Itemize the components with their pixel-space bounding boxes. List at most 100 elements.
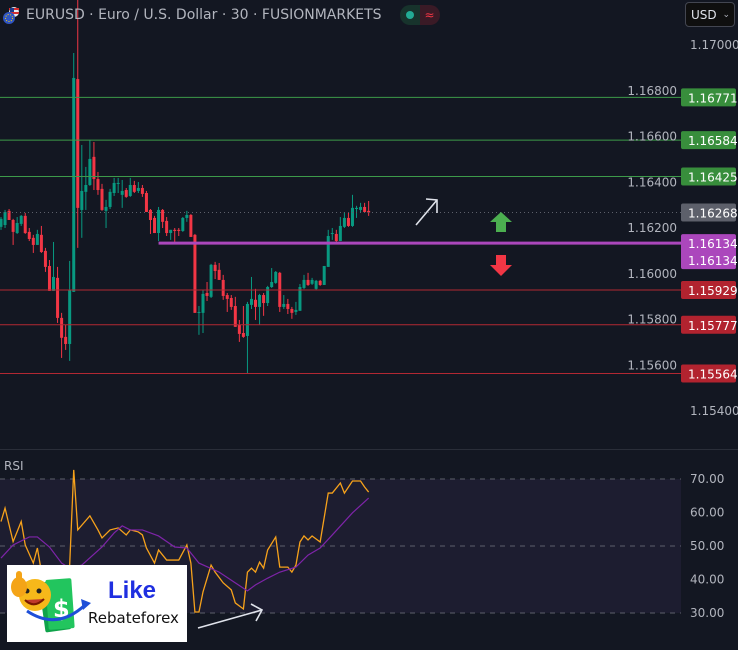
candle-down (47, 265, 51, 291)
resistance-price-tag (681, 131, 736, 150)
candle-down (213, 264, 217, 272)
resistance-price-tag (681, 88, 736, 107)
candle-down (92, 156, 96, 180)
candle-down (254, 299, 258, 307)
candle-up (80, 190, 84, 210)
data-status[interactable]: ≈ (419, 5, 440, 25)
candle-up (116, 182, 120, 184)
candle-down (367, 210, 371, 213)
candle-up (72, 77, 76, 292)
price-tick-label: 1.16200 (627, 221, 677, 235)
candle-down (140, 187, 144, 194)
candle-down (23, 215, 27, 234)
logo-like-text: Like (108, 577, 157, 604)
candle-down (177, 229, 181, 231)
eu-us-flag-icon (2, 6, 20, 24)
support-price-tag-label: 1.15564 (688, 367, 738, 381)
candle-down (221, 279, 225, 296)
rsi-tick-label: 40.00 (690, 573, 724, 587)
candle-up (266, 287, 270, 304)
price-axis[interactable]: 1.17000 1.16800 1.16600 1.16400 1.16200 1.160… (627, 38, 738, 620)
symbol-title[interactable]: EURUSD · Euro / U.S. Dollar · 30 · FUSIO… (26, 7, 382, 23)
status-pills[interactable]: ≈ (399, 5, 440, 25)
price-tick-label: 1.16800 (627, 84, 677, 98)
candle-up (136, 187, 140, 191)
support-price-tag (681, 315, 736, 334)
chevron-down-icon: ⌄ (722, 9, 730, 20)
candle-up (298, 287, 302, 311)
candle-down (161, 209, 165, 222)
candle-down (27, 231, 31, 239)
annotation-arrow-up-right-icon (415, 198, 438, 226)
candle-down (229, 297, 233, 307)
currency-value: USD (691, 7, 717, 22)
candle-down (241, 332, 245, 337)
candles (0, 0, 371, 374)
candle-down (7, 210, 11, 220)
support-price-tag (681, 280, 736, 299)
resistance-price-tag (681, 167, 736, 186)
last-price-tag-label: 1.16268 (688, 206, 738, 220)
price-tick-label: 1.15600 (627, 358, 677, 372)
candle-up (104, 206, 108, 211)
candle-down (290, 308, 294, 313)
candle-up (326, 236, 330, 267)
candle-down (173, 229, 177, 231)
candle-up (310, 279, 314, 284)
candle-down (60, 317, 64, 338)
candle-down (346, 217, 350, 226)
resistance-price-tag-label: 1.16771 (688, 91, 738, 105)
pivot-price-tag-label-2: 1.16134 (688, 254, 738, 268)
candle-down (31, 237, 35, 245)
rsi-tick-label: 70.00 (690, 472, 724, 486)
candle-up (294, 309, 298, 312)
candle-up (112, 182, 116, 194)
pivot-price-tag-label: 1.16134 (688, 237, 738, 251)
price-tick-label: 1.15800 (627, 313, 677, 327)
candle-up (274, 271, 278, 283)
candle-up (197, 311, 201, 313)
price-tick-label: 1.17000 (690, 38, 738, 52)
chart-header: EURUSD · Euro / U.S. Dollar · 30 · FUSIO… (2, 4, 440, 26)
candle-up (338, 225, 342, 242)
candle-up (185, 214, 189, 218)
market-open-status[interactable] (399, 5, 420, 25)
candle-up (355, 207, 359, 210)
candle-up (270, 281, 274, 288)
candle-up (350, 207, 354, 226)
candle-down (76, 79, 80, 208)
candle-up (249, 298, 253, 305)
rsi-tick-label: 60.00 (690, 506, 724, 520)
candle-down (306, 279, 310, 285)
candle-up (201, 293, 205, 313)
candle-down (124, 190, 128, 197)
candle-up (19, 215, 23, 224)
candle-up (3, 211, 7, 226)
currency-select[interactable]: USD ⌄ (685, 2, 735, 27)
resistance-price-tag-label: 1.16425 (688, 171, 738, 185)
candle-up (52, 276, 56, 291)
candle-up (282, 303, 286, 307)
candle-up (0, 218, 3, 227)
support-price-tag (681, 364, 736, 383)
rebateforex-logo: $ Like Rebateforex (7, 565, 187, 642)
support-price-tag-label: 1.15777 (688, 319, 738, 333)
candle-up (169, 229, 173, 234)
candle-up (108, 191, 112, 207)
candle-down (286, 303, 290, 309)
candle-down (318, 280, 322, 285)
resistance-price-tag-label: 1.16584 (688, 134, 738, 148)
price-tick-label: 1.16400 (627, 175, 677, 189)
candle-down (334, 233, 338, 242)
candle-down (64, 336, 68, 344)
candle-up (68, 289, 72, 344)
price-tick-label: 1.16600 (627, 130, 677, 144)
candle-up (128, 184, 132, 196)
rsi-title[interactable]: RSI (4, 459, 24, 473)
levels (0, 96, 681, 374)
candle-down (153, 217, 157, 234)
candle-up (84, 184, 88, 192)
pivot-price-tag (681, 234, 736, 270)
candle-down (237, 324, 241, 334)
